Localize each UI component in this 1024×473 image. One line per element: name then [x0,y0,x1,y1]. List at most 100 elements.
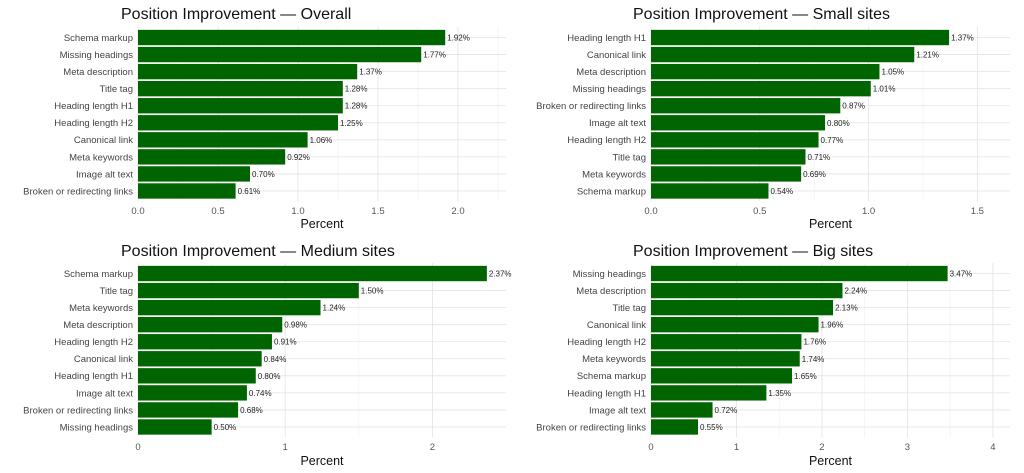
category-label: Heading length H1 [54,101,133,112]
category-label: Canonical link [74,354,133,365]
category-label: Canonical link [587,50,646,61]
bar [651,29,950,46]
data-label: 2.24% [844,287,867,296]
bar [651,149,806,165]
bar [651,183,769,199]
category-label: Image alt text [589,118,646,129]
chart-title: Position Improvement — Big sites [633,243,873,260]
bar [651,265,948,282]
category-label: Missing headings [60,422,134,433]
bar [138,183,236,199]
x-axis-title: Percent [300,454,344,468]
category-label: Missing headings [60,50,134,61]
bar [138,351,262,367]
category-label: Canonical link [74,135,133,146]
x-tick-label: 1.5 [971,206,984,217]
x-axis-title: Percent [809,217,853,231]
x-tick-label: 2 [819,442,824,453]
data-label: 0.68% [240,406,263,415]
data-label: 1.21% [916,51,939,60]
bar [651,385,767,401]
category-label: Heading length H2 [567,135,646,146]
data-label: 1.74% [802,355,825,364]
category-label: Missing headings [573,269,647,280]
data-label: 0.55% [700,423,723,432]
chart-title: Position Improvement — Medium sites [121,243,395,260]
category-label: Heading length H1 [567,388,646,399]
panel-big-sites: 0 1 2 3 4 Missing headings 3.47% Meta descripti… [536,243,1010,468]
bar [651,166,802,182]
x-tick-label: 1 [734,442,739,453]
data-label: 0.91% [274,338,297,347]
data-label: 1.24% [323,304,346,313]
category-label: Heading length H1 [54,371,133,382]
data-label: 1.06% [310,136,333,145]
data-label: 0.84% [264,355,287,364]
data-label: 0.70% [252,170,275,179]
bar [651,81,871,97]
data-label: 0.50% [214,423,237,432]
category-label: Broken or redirecting links [536,422,646,433]
bar [651,368,793,384]
x-tick-label: 1.0 [291,206,304,217]
bar [138,299,321,316]
bar [651,63,880,80]
x-tick-label: 2.0 [451,206,464,217]
bar [651,317,819,333]
category-label: Missing headings [573,84,647,95]
x-tick-label: 0.5 [211,206,224,217]
bar [651,299,834,316]
data-label: 0.71% [807,153,830,162]
category-label: Meta description [63,67,133,78]
bar [138,368,256,384]
bar [138,46,422,63]
x-tick-label: 1 [283,442,288,453]
data-label: 1.50% [361,287,384,296]
data-label: 1.25% [340,119,363,128]
data-label: 1.37% [951,34,974,43]
data-label: 1.65% [794,372,817,381]
data-label: 0.98% [284,321,307,330]
bar [138,149,286,165]
category-label: Meta keywords [69,303,133,314]
category-label: Image alt text [76,169,133,180]
bar [651,351,800,367]
bar [138,166,250,182]
data-label: 1.28% [345,85,368,94]
data-label: 0.77% [821,136,844,145]
chart-title: Position Improvement — Overall [121,6,351,23]
data-label: 1.77% [423,51,446,60]
data-label: 1.28% [345,102,368,111]
data-label: 3.47% [950,270,973,279]
bar [138,132,308,148]
data-label: 1.05% [881,68,904,77]
category-label: Broken or redirecting links [536,101,646,112]
bar [138,265,487,282]
category-label: Schema markup [577,371,646,382]
data-label: 0.54% [770,187,793,196]
bar [651,46,915,63]
x-axis-title: Percent [809,454,853,468]
bar [138,81,343,97]
bar [138,402,239,418]
category-label: Image alt text [76,388,133,399]
data-label: 1.35% [768,389,791,398]
category-label: Meta keywords [69,152,133,163]
bar [651,98,841,114]
category-label: Broken or redirecting links [23,405,133,416]
category-label: Meta description [63,320,133,331]
category-label: Meta description [576,286,646,297]
bar [138,334,272,350]
bar [138,29,446,46]
data-label: 2.13% [835,304,858,313]
category-label: Heading length H1 [567,33,646,44]
category-label: Title tag [613,152,646,163]
bar [651,132,819,148]
data-label: 0.69% [803,170,826,179]
x-tick-label: 0.0 [131,206,144,217]
category-label: Heading length H2 [567,337,646,348]
category-label: Schema markup [64,33,133,44]
x-tick-label: 3 [905,442,910,453]
data-label: 0.87% [842,102,865,111]
panel-medium-sites: 0 1 2 Schema markup 2.37% Title tag 1.50% Meta … [23,243,511,468]
